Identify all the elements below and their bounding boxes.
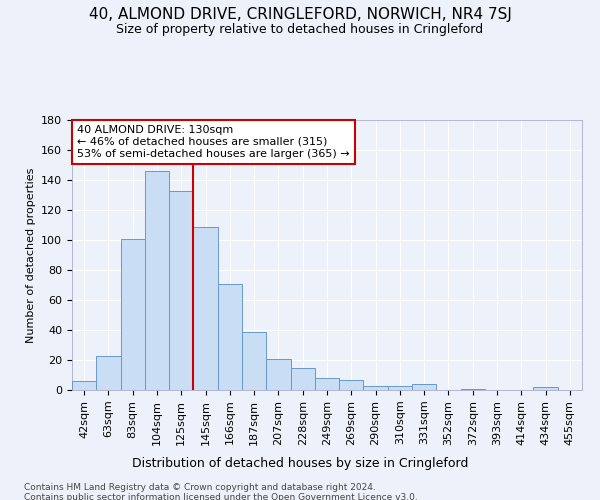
Bar [461,388,485,390]
Text: Contains HM Land Registry data © Crown copyright and database right 2024.: Contains HM Land Registry data © Crown c… [24,482,376,492]
Bar [242,332,266,390]
Bar [121,238,145,390]
Bar [290,368,315,390]
Bar [266,358,290,390]
Bar [339,380,364,390]
Y-axis label: Number of detached properties: Number of detached properties [26,168,35,342]
Bar [96,356,121,390]
Bar [218,284,242,390]
Bar [193,226,218,390]
Text: Size of property relative to detached houses in Cringleford: Size of property relative to detached ho… [116,22,484,36]
Bar [145,171,169,390]
Text: 40 ALMOND DRIVE: 130sqm
← 46% of detached houses are smaller (315)
53% of semi-d: 40 ALMOND DRIVE: 130sqm ← 46% of detache… [77,126,350,158]
Bar [315,378,339,390]
Text: 40, ALMOND DRIVE, CRINGLEFORD, NORWICH, NR4 7SJ: 40, ALMOND DRIVE, CRINGLEFORD, NORWICH, … [89,8,511,22]
Bar [388,386,412,390]
Text: Distribution of detached houses by size in Cringleford: Distribution of detached houses by size … [132,457,468,470]
Text: Contains public sector information licensed under the Open Government Licence v3: Contains public sector information licen… [24,494,418,500]
Bar [72,381,96,390]
Bar [364,386,388,390]
Bar [533,387,558,390]
Bar [169,190,193,390]
Bar [412,384,436,390]
